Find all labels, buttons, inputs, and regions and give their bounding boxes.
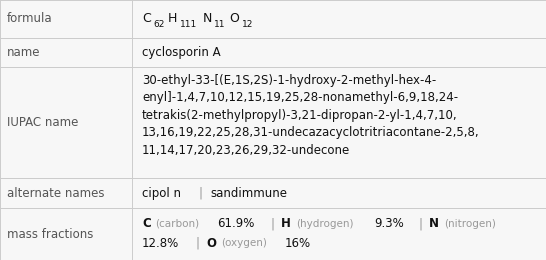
Text: 111: 111 [180,20,197,29]
Text: mass fractions: mass fractions [7,228,93,240]
Text: O: O [229,12,239,25]
Text: H: H [168,12,177,25]
Text: 61.9%: 61.9% [217,217,254,230]
Text: IUPAC name: IUPAC name [7,116,78,129]
Text: 12: 12 [242,20,253,29]
Text: |: | [270,217,275,230]
Text: (carbon): (carbon) [156,219,199,229]
Text: 9.3%: 9.3% [375,217,404,230]
Text: C: C [142,12,151,25]
Text: 30-ethyl-33-[(E,1S,2S)-1-hydroxy-2-methyl-hex-4-
enyl]-1,4,7,10,12,15,19,25,28-n: 30-ethyl-33-[(E,1S,2S)-1-hydroxy-2-methy… [142,74,479,157]
Text: N: N [429,217,439,230]
Text: O: O [206,237,216,250]
Text: 11: 11 [215,20,226,29]
Text: 12.8%: 12.8% [142,237,179,250]
Text: |: | [195,237,199,250]
Text: name: name [7,46,40,59]
Text: (nitrogen): (nitrogen) [444,219,496,229]
Text: |: | [418,217,423,230]
Text: N: N [202,12,212,25]
Text: H: H [281,217,291,230]
Text: (hydrogen): (hydrogen) [296,219,353,229]
Text: sandimmune: sandimmune [211,187,288,200]
Text: 16%: 16% [285,237,311,250]
Text: 62: 62 [153,20,165,29]
Text: alternate names: alternate names [7,187,104,200]
Text: |: | [199,187,203,200]
Text: formula: formula [7,12,52,25]
Text: (oxygen): (oxygen) [221,238,267,248]
Text: cyclosporin A: cyclosporin A [142,46,221,59]
Text: cipol n: cipol n [142,187,181,200]
Text: C: C [142,217,151,230]
